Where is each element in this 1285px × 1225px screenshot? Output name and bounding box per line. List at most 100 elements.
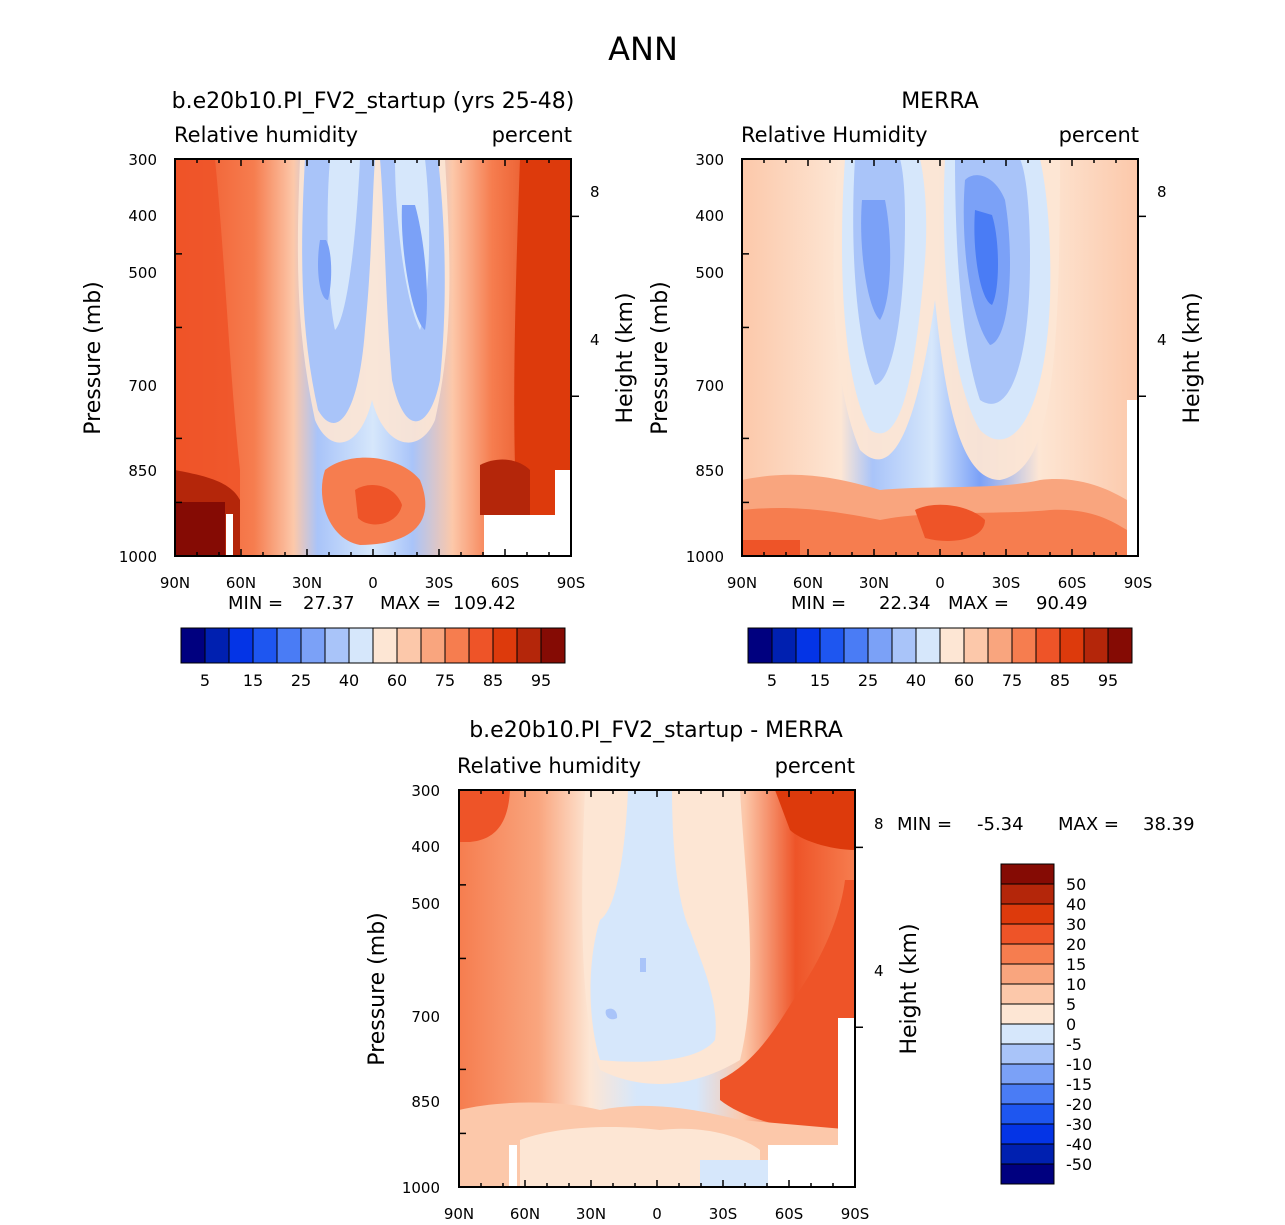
colorbar-swatch bbox=[1000, 1123, 1055, 1145]
min-value: 27.37 bbox=[303, 593, 355, 614]
colorbar-label: 5 bbox=[200, 671, 210, 690]
colorbar-swatch bbox=[1000, 943, 1055, 965]
max-label: MAX = bbox=[1058, 814, 1119, 835]
colorbar-swatch bbox=[444, 627, 470, 664]
colorbar-swatch bbox=[1000, 863, 1055, 885]
colorbar-label: 5 bbox=[1066, 995, 1076, 1014]
colorbar-label: 0 bbox=[1066, 1015, 1076, 1034]
panel-2-plot-area bbox=[741, 158, 1139, 557]
x-tick-label: 60S bbox=[775, 1205, 804, 1223]
x-tick-label: 90N bbox=[444, 1205, 474, 1223]
panel-1-colorbar-labels: 5 15 25 40 60 75 85 95 bbox=[200, 671, 551, 690]
colorbar-swatch bbox=[1000, 903, 1055, 925]
x-tick-label: 90N bbox=[160, 574, 190, 592]
colorbar-swatch bbox=[963, 627, 989, 664]
colorbar-swatch bbox=[372, 627, 398, 664]
y-tick-label: 400 bbox=[411, 838, 440, 856]
colorbar-swatch bbox=[891, 627, 917, 664]
panel-2-ylabel-right: Height (km) bbox=[1180, 292, 1205, 423]
y-right-tick-label: 4 bbox=[1157, 331, 1167, 349]
max-label: MAX = bbox=[380, 593, 441, 614]
y-tick-label: 400 bbox=[695, 207, 724, 225]
colorbar-label: 60 bbox=[954, 671, 974, 690]
page-title: ANN bbox=[608, 30, 678, 68]
panel-1-colorbar-swatches bbox=[180, 627, 566, 664]
colorbar-swatch bbox=[300, 627, 326, 664]
y-tick-label: 850 bbox=[128, 462, 157, 480]
colorbar-swatch bbox=[1000, 1083, 1055, 1105]
colorbar-label: 15 bbox=[810, 671, 830, 690]
min-label: MIN = bbox=[791, 593, 846, 614]
colorbar-swatch bbox=[843, 627, 869, 664]
y-right-tick-label: 4 bbox=[590, 331, 600, 349]
panel-3-ylabel-right: Height (km) bbox=[897, 923, 922, 1054]
colorbar-swatch bbox=[987, 627, 1013, 664]
x-tick-label: 30S bbox=[425, 574, 454, 592]
colorbar-swatch bbox=[1000, 1003, 1055, 1025]
colorbar-swatch bbox=[1000, 923, 1055, 945]
colorbar-label: 15 bbox=[1066, 955, 1086, 974]
panel-2-colorbar-labels: 5 15 25 40 60 75 85 95 bbox=[767, 671, 1118, 690]
panel-1-ylabel: Pressure (mb) bbox=[81, 281, 106, 435]
colorbar-swatch bbox=[420, 627, 446, 664]
y-tick-label: 850 bbox=[695, 462, 724, 480]
colorbar-swatch bbox=[1000, 983, 1055, 1005]
colorbar-label: 15 bbox=[243, 671, 263, 690]
panel-1-x-ticks: 90N 60N 30N 0 30S 60S 90S bbox=[160, 574, 585, 592]
axis-ticks bbox=[174, 158, 1146, 1188]
panel-2-variable: Relative Humidity bbox=[741, 123, 928, 147]
panel-3-x-ticks: 90N 60N 30N 0 30S 60S 90S bbox=[444, 1205, 869, 1223]
y-tick-label: 700 bbox=[411, 1008, 440, 1026]
max-label: MAX = bbox=[948, 593, 1009, 614]
x-tick-label: 30N bbox=[576, 1205, 606, 1223]
y-tick-label: 700 bbox=[128, 377, 157, 395]
panel-1-variable: Relative humidity bbox=[174, 123, 358, 147]
panel-3-colorbar-swatches bbox=[1000, 863, 1055, 1185]
y-right-tick-label: 8 bbox=[590, 183, 600, 201]
panel-3-ylabel: Pressure (mb) bbox=[365, 912, 390, 1066]
y-tick-label: 1000 bbox=[402, 1179, 440, 1197]
colorbar-label: 60 bbox=[387, 671, 407, 690]
colorbar-label: 50 bbox=[1066, 875, 1086, 894]
colorbar-swatch bbox=[348, 627, 374, 664]
colorbar-label: 85 bbox=[483, 671, 503, 690]
panel-1-plot-area bbox=[174, 158, 572, 557]
panel-3-plot-area bbox=[458, 789, 856, 1188]
y-right-tick-label: 8 bbox=[1157, 183, 1167, 201]
colorbar-label: 95 bbox=[1098, 671, 1118, 690]
colorbar-swatch bbox=[1000, 1103, 1055, 1125]
y-tick-label: 300 bbox=[695, 151, 724, 169]
colorbar-label: 85 bbox=[1050, 671, 1070, 690]
colorbar-swatch bbox=[180, 627, 206, 664]
panel-3-colorbar: 50 40 30 20 15 10 5 0 -5 -10 -15 -20 -30… bbox=[1000, 863, 1092, 1185]
colorbar-swatch bbox=[1083, 627, 1109, 664]
y-right-tick-label: 4 bbox=[874, 962, 884, 980]
colorbar-label: 95 bbox=[531, 671, 551, 690]
colorbar-swatch bbox=[1000, 883, 1055, 905]
panel-3-title: b.e20b10.PI_FV2_startup - MERRA bbox=[469, 718, 843, 743]
x-tick-label: 60S bbox=[1058, 574, 1087, 592]
x-tick-label: 30S bbox=[992, 574, 1021, 592]
colorbar-label: 30 bbox=[1066, 915, 1086, 934]
colorbar-swatch bbox=[867, 627, 893, 664]
colorbar-label: -5 bbox=[1066, 1035, 1082, 1054]
panel-2-colorbar: 5 15 25 40 60 75 85 95 bbox=[747, 627, 1133, 690]
x-tick-label: 60N bbox=[793, 574, 823, 592]
panel-1-colorbar: 5 15 25 40 60 75 85 95 bbox=[180, 627, 566, 690]
colorbar-swatch bbox=[1000, 1163, 1055, 1185]
panel-2-stats: MIN = 22.34 MAX = 90.49 bbox=[791, 593, 1088, 614]
colorbar-label: -50 bbox=[1066, 1155, 1092, 1174]
colorbar-label: 10 bbox=[1066, 975, 1086, 994]
colorbar-label: -15 bbox=[1066, 1075, 1092, 1094]
colorbar-label: -10 bbox=[1066, 1055, 1092, 1074]
x-tick-label: 30N bbox=[859, 574, 889, 592]
colorbar-label: 20 bbox=[1066, 935, 1086, 954]
panel-3-stats: MIN = -5.34 MAX = 38.39 bbox=[897, 814, 1195, 835]
x-tick-label: 90S bbox=[841, 1205, 870, 1223]
y-tick-label: 300 bbox=[128, 151, 157, 169]
y-tick-label: 1000 bbox=[119, 548, 157, 566]
x-tick-label: 30N bbox=[292, 574, 322, 592]
colorbar-label: 40 bbox=[906, 671, 926, 690]
colorbar-swatch bbox=[747, 627, 773, 664]
